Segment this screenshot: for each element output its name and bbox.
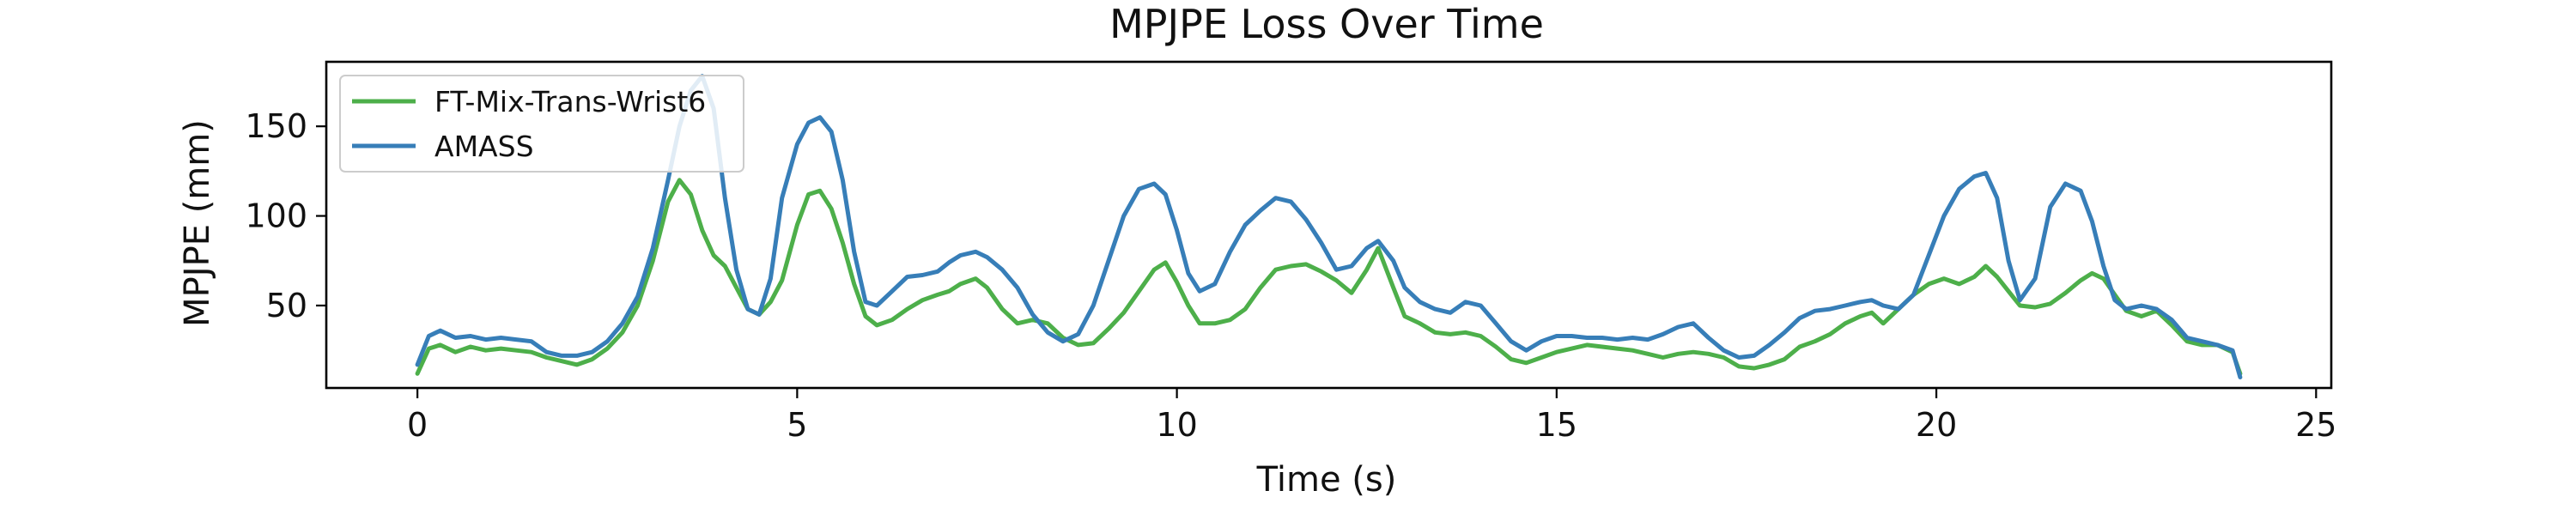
legend: FT-Mix-Trans-Wrist6 AMASS: [339, 75, 744, 173]
series-line-ft-mix-trans-wrist6: [415, 178, 2243, 376]
y-tick-label: 150: [245, 107, 307, 145]
y-tick-label: 50: [266, 287, 307, 324]
y-tick-label: 100: [245, 197, 307, 235]
x-tick-label: 10: [1156, 406, 1197, 444]
legend-box: [339, 75, 744, 173]
chart-title: MPJPE Loss Over Time: [1109, 1, 1544, 47]
x-tick-label: 5: [787, 406, 807, 444]
x-tick-label: 0: [407, 406, 428, 444]
x-tick-label: 15: [1536, 406, 1577, 444]
x-axis-label: Time (s): [1256, 460, 1397, 500]
plot-frame: [325, 60, 2333, 390]
x-tick-label: 20: [1916, 406, 1957, 444]
x-tick-label: 25: [2295, 406, 2336, 444]
legend-label: FT-Mix-Trans-Wrist6: [434, 85, 706, 118]
y-axis-label: MPJPE (mm): [178, 119, 217, 327]
legend-label: AMASS: [434, 130, 534, 163]
